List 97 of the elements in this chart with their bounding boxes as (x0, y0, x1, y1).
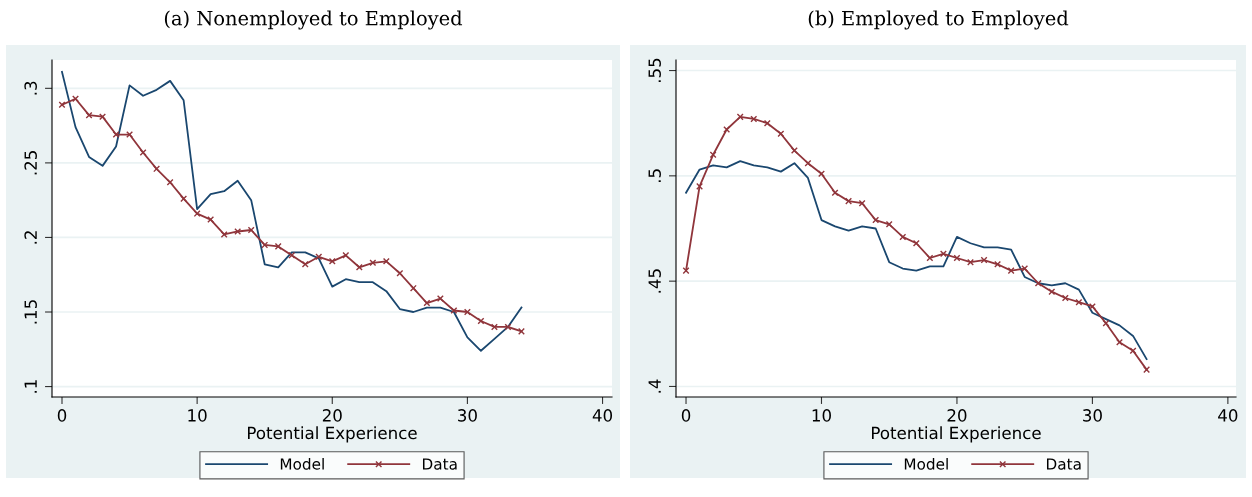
x-tick-label: 0 (681, 409, 691, 422)
line-series (61, 71, 523, 352)
point (1129, 347, 1137, 355)
point (139, 148, 147, 156)
x-tick-label: 0 (57, 409, 67, 422)
point (436, 295, 444, 303)
x-tick-label: 30 (1083, 409, 1102, 422)
point (1102, 319, 1110, 327)
point (994, 260, 1002, 268)
point (99, 113, 107, 121)
point (1075, 298, 1083, 306)
y-tick-label: .3 (24, 81, 37, 95)
point (709, 151, 717, 159)
chart-title: (b) Employed to Employed (808, 10, 1069, 30)
y-tick-label: .2 (24, 231, 37, 244)
point (504, 323, 512, 331)
point (261, 241, 269, 249)
y-tick-label: .15 (24, 300, 37, 324)
y-tick-label: .5 (648, 169, 661, 183)
point (872, 216, 880, 224)
point (790, 147, 798, 155)
point (750, 115, 758, 123)
point (696, 182, 704, 190)
point (845, 197, 853, 205)
point (72, 95, 79, 103)
point (967, 258, 974, 266)
chart-title: (a) Nonemployed to Employed (164, 10, 463, 30)
y-tick-label: .55 (648, 58, 661, 82)
point (477, 317, 485, 325)
point (382, 257, 390, 265)
y-tick-label: .4 (648, 379, 661, 393)
point (682, 267, 690, 275)
point (180, 195, 188, 203)
point (423, 299, 431, 307)
x-tick-label: 30 (458, 409, 477, 422)
point (777, 130, 785, 138)
point (885, 220, 893, 228)
point (818, 170, 825, 178)
point (1034, 279, 1042, 287)
point (274, 242, 282, 250)
point (112, 131, 120, 139)
point (450, 307, 458, 314)
point (1048, 288, 1056, 296)
point (804, 159, 812, 167)
point (328, 257, 336, 265)
legend-label: Data (1046, 458, 1081, 470)
point (288, 251, 296, 259)
point (912, 239, 920, 247)
point (153, 165, 161, 173)
y-tick-label: .45 (648, 269, 661, 293)
point (247, 226, 255, 234)
point (831, 189, 839, 197)
point (369, 259, 377, 267)
point (953, 254, 961, 262)
legend-label: Data (422, 458, 457, 470)
x-tick-label: 40 (592, 409, 613, 422)
point (301, 260, 309, 268)
point (85, 111, 93, 119)
legend-label: Model (904, 457, 948, 470)
point (1021, 265, 1029, 272)
point (858, 199, 866, 207)
legend-label: Model (280, 457, 324, 470)
x-axis-title: Potential Experience (872, 426, 1041, 443)
x-tick-label: 20 (947, 409, 967, 422)
point (1061, 294, 1069, 302)
x-tick-label: 20 (322, 409, 342, 422)
point (220, 230, 228, 238)
point (1143, 366, 1151, 374)
point (166, 178, 174, 186)
point (723, 126, 731, 133)
point (490, 323, 498, 331)
point (736, 113, 744, 121)
point (763, 119, 771, 127)
point (926, 254, 934, 262)
y-tick-label: .25 (24, 151, 37, 175)
point (342, 251, 350, 259)
point (58, 101, 66, 109)
point (207, 216, 215, 224)
point (899, 233, 907, 241)
point (1116, 338, 1123, 346)
point (234, 228, 242, 235)
x-tick-label: 10 (188, 409, 207, 422)
x-tick-label: 40 (1218, 409, 1238, 422)
x-axis-title: Potential Experience (248, 426, 417, 443)
point (396, 269, 404, 277)
point (939, 250, 947, 258)
y-tick-label: .1 (24, 380, 37, 393)
point (1007, 267, 1015, 275)
point (980, 256, 988, 264)
point (517, 327, 525, 335)
point (193, 210, 201, 218)
point (463, 308, 471, 316)
x-tick-label: 10 (812, 409, 831, 422)
point (409, 284, 417, 292)
line-series (685, 160, 1148, 360)
point (355, 263, 363, 271)
point (315, 253, 323, 261)
